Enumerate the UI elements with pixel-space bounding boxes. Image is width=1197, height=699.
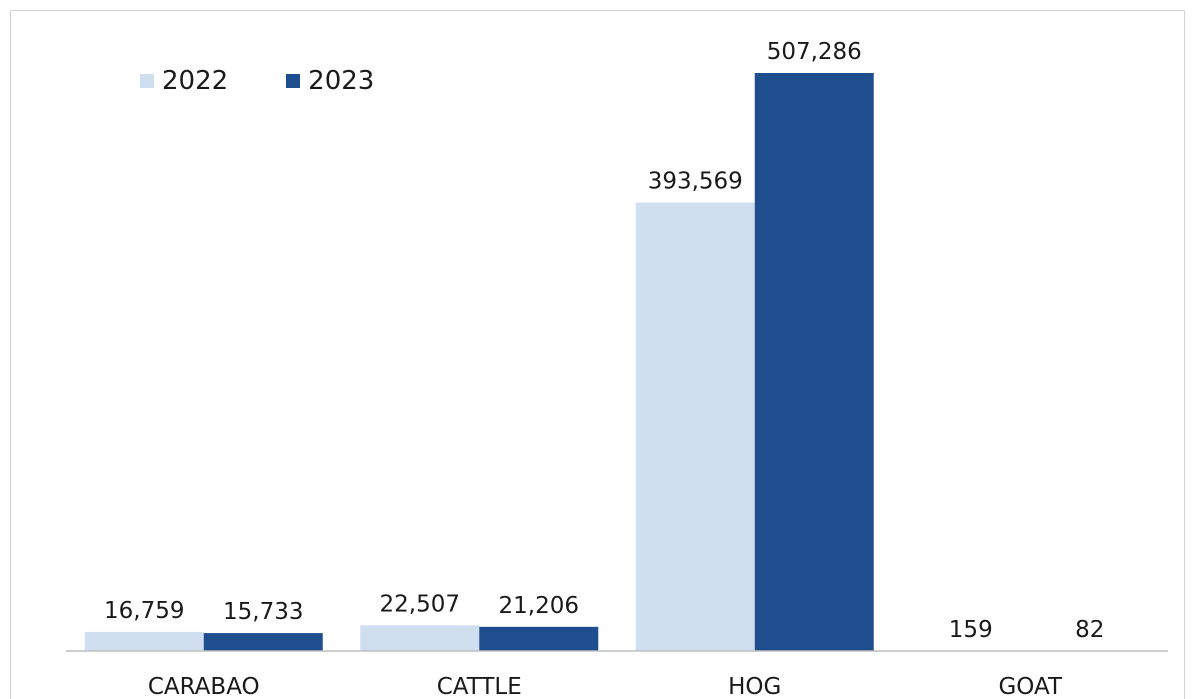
bar-cattle-2022 xyxy=(360,625,480,651)
bar-carabao-2023 xyxy=(203,633,323,651)
data-label-goat-2023: 82 xyxy=(1075,617,1104,643)
x-tick-label-goat: GOAT xyxy=(998,674,1062,699)
data-label-carabao-2023: 15,733 xyxy=(223,599,303,625)
x-tick-label-carabao: CARABAO xyxy=(148,674,260,699)
data-label-hog-2023: 507,286 xyxy=(767,39,862,65)
bar-hog-2023 xyxy=(754,73,874,651)
data-label-cattle-2023: 21,206 xyxy=(499,593,579,619)
legend-label-2022: 2022 xyxy=(162,66,229,96)
x-tick-label-cattle: CATTLE xyxy=(437,674,522,699)
legend-label-2023: 2023 xyxy=(308,66,375,96)
data-label-carabao-2022: 16,759 xyxy=(104,598,184,624)
data-label-goat-2022: 159 xyxy=(949,617,993,643)
data-label-hog-2022: 393,569 xyxy=(648,169,743,195)
legend-swatch-2022 xyxy=(140,74,154,88)
bar-hog-2022 xyxy=(635,202,755,651)
legend-item-2023: 2023 xyxy=(286,66,374,96)
legend-swatch-2023 xyxy=(286,74,301,88)
bar-cattle-2023 xyxy=(479,626,599,651)
bar-carabao-2022 xyxy=(84,631,204,651)
legend: 2022 2023 xyxy=(140,66,374,96)
data-label-cattle-2022: 22,507 xyxy=(380,591,460,617)
legend-item-2022: 2022 xyxy=(140,66,228,96)
x-tick-label-hog: HOG xyxy=(728,674,781,699)
chart-frame xyxy=(10,10,1185,699)
